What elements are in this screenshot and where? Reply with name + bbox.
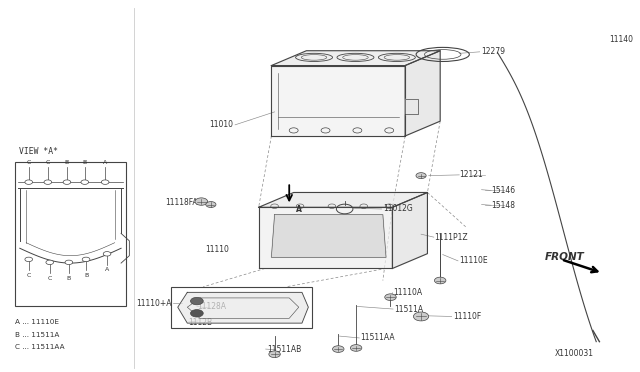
- Polygon shape: [392, 192, 428, 269]
- Text: 11110A: 11110A: [394, 288, 423, 297]
- Text: 11140: 11140: [609, 35, 633, 44]
- Text: X1100031: X1100031: [555, 349, 594, 358]
- Text: 11110: 11110: [205, 245, 228, 254]
- Polygon shape: [405, 99, 418, 114]
- Text: B ... 11511A: B ... 11511A: [15, 332, 59, 338]
- Circle shape: [195, 198, 208, 205]
- Circle shape: [191, 297, 204, 305]
- Polygon shape: [259, 207, 392, 269]
- Circle shape: [65, 260, 73, 264]
- Circle shape: [44, 180, 52, 185]
- Text: B: B: [83, 160, 87, 166]
- Polygon shape: [259, 192, 428, 207]
- Circle shape: [101, 180, 109, 185]
- Text: 11511AB: 11511AB: [267, 344, 301, 353]
- Text: B: B: [67, 276, 71, 281]
- Polygon shape: [271, 51, 440, 65]
- Text: B: B: [84, 273, 88, 278]
- Text: A: A: [105, 267, 109, 272]
- Text: 11110E: 11110E: [460, 256, 488, 265]
- Text: VIEW *A*: VIEW *A*: [19, 147, 58, 156]
- Text: 11511AA: 11511AA: [360, 333, 395, 343]
- Text: 1111P1Z: 1111P1Z: [434, 232, 467, 242]
- Polygon shape: [271, 215, 386, 257]
- Text: C ... 11511AA: C ... 11511AA: [15, 344, 65, 350]
- Polygon shape: [405, 51, 440, 136]
- Text: 15146: 15146: [491, 186, 515, 195]
- Text: C: C: [47, 276, 52, 281]
- Circle shape: [25, 180, 33, 185]
- Circle shape: [350, 344, 362, 351]
- Circle shape: [269, 351, 280, 357]
- Text: C: C: [26, 160, 31, 166]
- Circle shape: [103, 251, 111, 256]
- Text: 15148: 15148: [491, 201, 515, 210]
- Text: A ... 11110E: A ... 11110E: [15, 320, 59, 326]
- Circle shape: [385, 294, 396, 301]
- Circle shape: [416, 173, 426, 179]
- Text: 12279: 12279: [481, 47, 506, 56]
- Circle shape: [63, 180, 71, 185]
- Bar: [172, 287, 312, 328]
- Circle shape: [25, 257, 33, 262]
- Text: B: B: [65, 160, 69, 166]
- Circle shape: [191, 310, 204, 317]
- Text: C: C: [45, 160, 50, 166]
- Text: 11010: 11010: [209, 121, 233, 129]
- Text: 11110+A: 11110+A: [136, 299, 172, 308]
- Text: 11118FA: 11118FA: [166, 198, 198, 207]
- Circle shape: [435, 277, 446, 284]
- Text: A: A: [103, 160, 108, 166]
- Circle shape: [82, 257, 90, 262]
- Polygon shape: [178, 292, 308, 323]
- Circle shape: [333, 346, 344, 352]
- Text: 11511A: 11511A: [394, 305, 424, 314]
- Text: 11012G: 11012G: [383, 205, 413, 214]
- Text: 11110F: 11110F: [453, 312, 481, 321]
- Text: 12121: 12121: [460, 170, 483, 179]
- Text: 11128A: 11128A: [197, 302, 226, 311]
- Bar: [15, 162, 126, 307]
- Text: C: C: [26, 273, 31, 278]
- Text: 1112B: 1112B: [189, 318, 212, 327]
- Polygon shape: [271, 65, 405, 136]
- Circle shape: [206, 202, 216, 208]
- Circle shape: [413, 312, 429, 321]
- Text: FRONT: FRONT: [545, 252, 585, 262]
- Circle shape: [81, 180, 88, 185]
- Circle shape: [46, 260, 54, 264]
- Text: A: A: [296, 205, 301, 214]
